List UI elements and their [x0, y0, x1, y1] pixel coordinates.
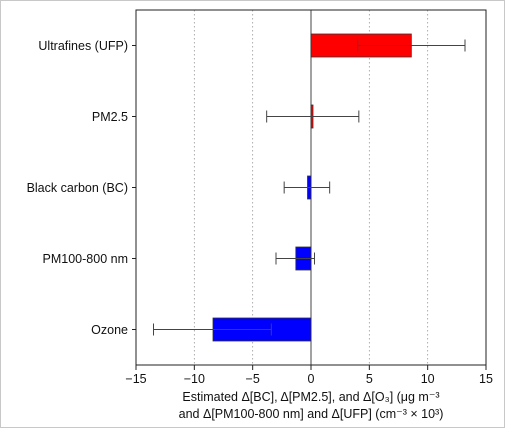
x-tick-label-0: −15 — [125, 372, 146, 386]
x-tick-label-6: 15 — [479, 372, 493, 386]
x-ticks: −15 −10 −5 0 5 10 15 — [125, 365, 493, 386]
x-axis-label-line-2: and Δ[PM100-800 nm] and Δ[UFP] (cm⁻³ × 1… — [179, 407, 444, 421]
x-axis-label-line-1: Estimated Δ[BC], Δ[PM2.5], and Δ[O₃] (μg… — [182, 390, 439, 404]
category-label-2: Black carbon (BC) — [27, 181, 128, 195]
category-label-0: Ultrafines (UFP) — [38, 39, 128, 53]
x-tick-label-4: 5 — [366, 372, 373, 386]
x-tick-label-3: 0 — [308, 372, 315, 386]
category-labels: Ultrafines (UFP) PM2.5 Black carbon (BC) PM… — [27, 39, 136, 337]
error-bars — [153, 39, 466, 336]
category-label-1: PM2.5 — [92, 110, 128, 124]
x-tick-label-2: −5 — [246, 372, 260, 386]
x-tick-label-5: 10 — [421, 372, 435, 386]
category-label-4: Ozone — [91, 323, 128, 337]
x-tick-label-1: −10 — [184, 372, 205, 386]
category-label-3: PM100-800 nm — [43, 252, 128, 266]
